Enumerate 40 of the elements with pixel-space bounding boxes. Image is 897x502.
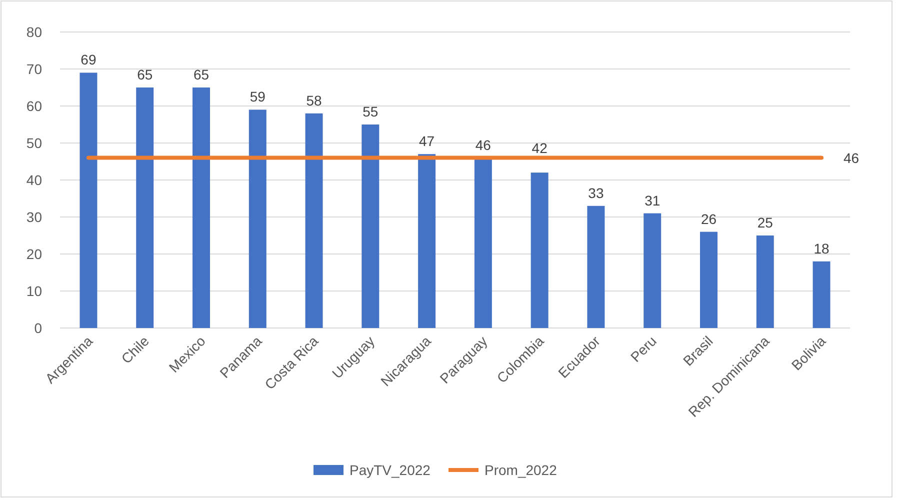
bar [700,232,718,328]
data-label: 18 [814,240,830,256]
bar [192,88,210,328]
bar [587,206,605,328]
data-label: 31 [644,192,660,208]
data-label: 46 [475,136,492,153]
y-tick-label: 30 [26,209,42,225]
data-label: 65 [137,66,153,82]
bar [418,154,436,328]
y-tick-label: 60 [26,98,42,114]
data-label: 58 [306,92,322,108]
y-tick-label: 10 [26,283,42,299]
data-label: 46 [844,150,860,166]
data-label: 47 [419,133,435,150]
y-tick-label: 20 [26,246,42,262]
bar [362,124,380,328]
bar [136,88,154,328]
bar [474,158,492,328]
legend-label: PayTV_2022 [350,462,431,478]
data-label: 59 [250,88,266,105]
y-tick-label: 80 [26,24,42,40]
data-label: 65 [193,66,210,82]
data-label: 26 [700,210,717,227]
bar [248,110,266,328]
data-label: 25 [757,214,774,230]
bar [756,236,774,328]
bar [644,213,662,328]
bar [530,172,548,328]
y-tick-label: 70 [26,61,42,77]
legend-label: Prom_2022 [484,462,558,478]
y-tick-label: 0 [34,320,42,336]
bar [812,261,830,328]
data-label: 69 [80,52,96,68]
data-label: 33 [588,184,604,201]
data-label: 55 [362,104,378,120]
y-tick-label: 50 [26,135,42,151]
data-label: 42 [532,140,548,156]
bar [305,113,323,328]
bar [80,72,98,328]
y-tick-label: 40 [26,172,42,188]
